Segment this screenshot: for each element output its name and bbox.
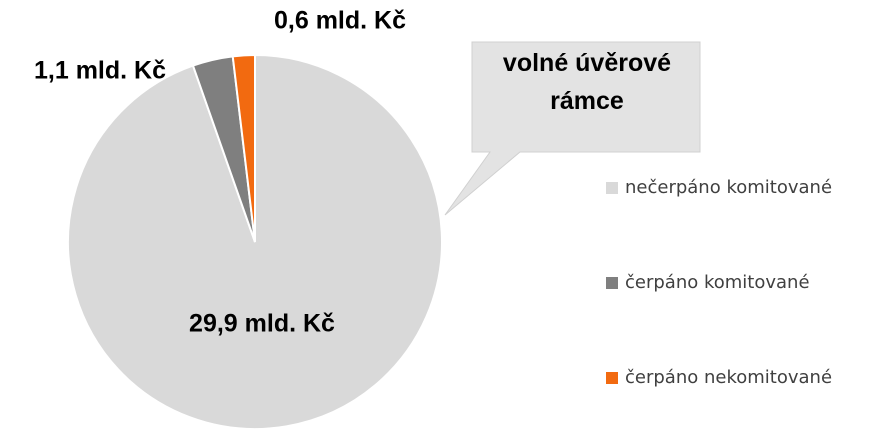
annotation: volné úvěrové rámce xyxy=(502,49,672,115)
legend-swatch xyxy=(606,277,618,289)
data-label: 0,6 mld. Kč xyxy=(274,7,406,35)
callout-box xyxy=(444,41,701,216)
data-label: 1,1 mld. Kč xyxy=(34,57,166,85)
legend-swatch xyxy=(606,372,618,384)
legend-label: nečerpáno komitované xyxy=(625,177,832,198)
data-label: 29,9 mld. Kč xyxy=(189,310,335,338)
legend-label: čerpáno komitované xyxy=(625,272,810,293)
pie-slice xyxy=(231,53,256,243)
legend-swatch xyxy=(606,182,618,194)
legend-label: čerpáno nekomitované xyxy=(625,367,832,388)
